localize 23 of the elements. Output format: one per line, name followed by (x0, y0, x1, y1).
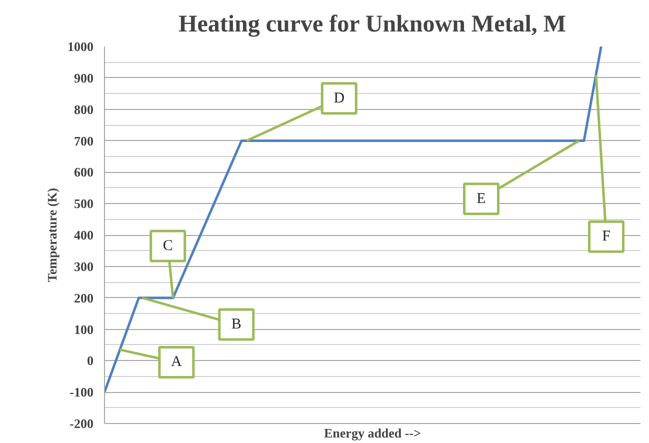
annotation: B (231, 316, 242, 333)
y-tick-label: 0 (87, 353, 94, 368)
y-tick-label: 300 (74, 258, 94, 274)
y-tick-label: -200 (70, 416, 94, 431)
line-series (104, 46, 602, 394)
y-tick-label: 100 (74, 322, 94, 337)
x-axis-title: Energy added --> (324, 426, 421, 440)
annotation: C (162, 238, 173, 254)
annotation: A (171, 354, 182, 370)
y-tick-label: 1000 (68, 39, 94, 54)
y-tick-label: -100 (70, 384, 94, 400)
y-tick-label: 500 (74, 196, 94, 212)
y-tick-label: 600 (74, 164, 94, 180)
annotation: E (476, 190, 486, 207)
annotation: F (602, 228, 610, 245)
y-tick-label: 800 (74, 102, 94, 117)
y-tick-label: 400 (74, 228, 94, 242)
chart-title: Heating curve for Unknown Metal, M (178, 12, 566, 38)
annotation: D (334, 90, 345, 106)
y-tick-label: 200 (74, 290, 94, 306)
y-tick-label: 700 (74, 133, 94, 148)
y-tick-label: 900 (74, 70, 94, 86)
y-axis-title: Temperature (K) (44, 188, 60, 282)
